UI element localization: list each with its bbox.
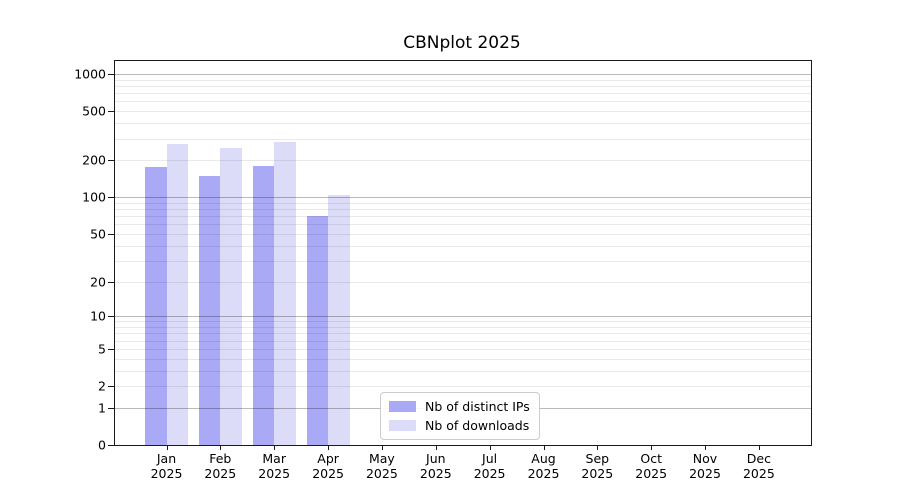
- legend-label-distinct-ips: Nb of distinct IPs: [425, 399, 530, 414]
- x-tick-mark: [328, 446, 330, 450]
- minor-gridline: [115, 85, 811, 87]
- y-tick-label: 10: [90, 308, 106, 324]
- bar-mar-downloads: [274, 142, 296, 445]
- x-tick-mark: [220, 446, 222, 450]
- legend: Nb of distinct IPs Nb of downloads: [380, 392, 540, 440]
- x-tick-mark: [651, 446, 653, 450]
- y-tick-mark: [108, 160, 114, 162]
- chart-title: CBNplot 2025: [403, 33, 521, 53]
- minor-gridline: [115, 260, 811, 262]
- y-tick-label: 500: [82, 103, 106, 119]
- y-tick-mark: [108, 197, 114, 199]
- y-tick-mark: [108, 386, 114, 387]
- x-tick-mark: [705, 446, 706, 450]
- x-tick-mark: [381, 446, 383, 450]
- major-gridline: [115, 73, 811, 75]
- y-tick-mark: [108, 281, 114, 283]
- y-tick-mark: [108, 233, 114, 235]
- minor-gridline: [115, 327, 811, 328]
- minor-gridline: [115, 358, 811, 360]
- y-tick-label: 200: [82, 152, 106, 168]
- y-tick-mark: [108, 407, 114, 409]
- x-tick-label-feb: Feb 2025: [204, 451, 237, 481]
- y-tick-mark: [108, 445, 114, 446]
- minor-gridline: [115, 233, 811, 235]
- x-tick-label-oct: Oct 2025: [635, 451, 668, 481]
- y-tick-label: 2: [98, 378, 106, 394]
- minor-gridline: [115, 160, 811, 162]
- legend-item-downloads: Nb of downloads: [389, 418, 530, 433]
- x-tick-label-apr: Apr 2025: [312, 451, 344, 481]
- x-tick-label-sep: Sep 2025: [581, 451, 614, 481]
- minor-gridline: [115, 386, 811, 387]
- x-tick-label-mar: Mar 2025: [258, 451, 291, 481]
- x-tick-mark: [597, 446, 599, 450]
- y-tick-label: 1000: [74, 66, 106, 82]
- x-tick-mark: [489, 446, 491, 450]
- x-tick-mark: [543, 446, 545, 450]
- x-tick-label-jul: Jul 2025: [473, 451, 506, 481]
- x-tick-label-aug: Aug 2025: [527, 451, 560, 481]
- y-tick-mark: [108, 348, 114, 350]
- x-tick-mark: [435, 446, 437, 450]
- y-tick-label: 20: [90, 274, 106, 289]
- minor-gridline: [115, 321, 811, 323]
- minor-gridline: [115, 138, 811, 140]
- bar-apr-downloads: [328, 194, 350, 445]
- minor-gridline: [115, 111, 811, 113]
- major-gridline: [115, 197, 811, 199]
- y-tick-mark: [108, 111, 114, 113]
- y-tick-label: 1: [98, 400, 106, 416]
- minor-gridline: [115, 340, 811, 342]
- legend-label-downloads: Nb of downloads: [425, 418, 530, 433]
- minor-gridline: [115, 281, 811, 283]
- y-tick-mark: [108, 316, 114, 318]
- minor-gridline: [115, 333, 811, 335]
- y-tick-mark: [108, 73, 114, 75]
- legend-swatch-distinct-ips: [389, 401, 416, 412]
- major-gridline: [115, 316, 811, 318]
- y-tick-label: 5: [98, 341, 106, 357]
- bar-jan-downloads: [166, 144, 188, 445]
- minor-gridline: [115, 202, 811, 204]
- bar-mar-ips: [252, 165, 275, 445]
- x-tick-label-may: May 2025: [365, 451, 398, 481]
- bar-apr-ips: [306, 216, 329, 445]
- bar-jan-ips: [145, 167, 167, 445]
- legend-item-distinct-ips: Nb of distinct IPs: [389, 399, 530, 414]
- x-tick-label-jun: Jun 2025: [419, 451, 452, 481]
- plot-area: Nb of distinct IPs Nb of downloads: [114, 60, 812, 446]
- minor-gridline: [115, 224, 811, 226]
- minor-gridline: [115, 93, 811, 95]
- minor-gridline: [115, 123, 811, 125]
- x-tick-mark: [758, 446, 760, 450]
- bar-feb-downloads: [220, 148, 242, 445]
- bars-layer: [115, 61, 811, 445]
- minor-gridline: [115, 216, 811, 218]
- bar-feb-ips: [198, 176, 221, 445]
- x-tick-label-jan: Jan 2025: [150, 451, 183, 481]
- minor-gridline: [115, 101, 811, 103]
- minor-gridline: [115, 209, 811, 210]
- legend-swatch-downloads: [389, 420, 416, 431]
- x-tick-label-nov: Nov 2025: [689, 451, 721, 481]
- x-tick-label-dec: Dec 2025: [742, 451, 775, 481]
- x-tick-mark: [166, 446, 168, 450]
- y-tick-label: 100: [82, 189, 106, 205]
- y-tick-label: 0: [98, 437, 106, 453]
- y-tick-label: 50: [90, 226, 106, 242]
- minor-gridline: [115, 79, 811, 81]
- x-tick-mark: [274, 446, 276, 450]
- minor-gridline: [115, 370, 811, 372]
- minor-gridline: [115, 245, 811, 247]
- minor-gridline: [115, 348, 811, 350]
